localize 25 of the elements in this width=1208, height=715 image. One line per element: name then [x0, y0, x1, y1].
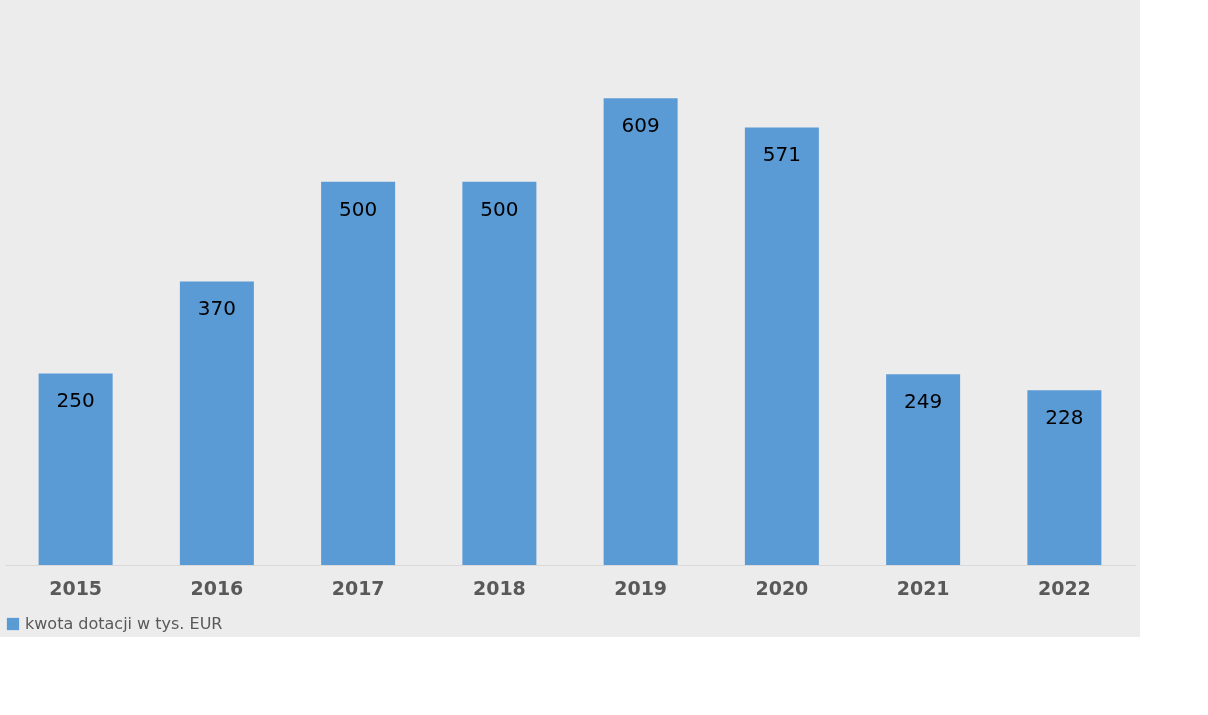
x-tick-label: 2021	[896, 576, 950, 599]
data-label: 500	[339, 196, 378, 221]
bar	[603, 98, 678, 565]
data-label: 609	[621, 113, 660, 138]
bar	[744, 127, 819, 565]
x-tick-label: 2022	[1037, 576, 1091, 599]
x-tick-label: 2018	[472, 576, 526, 599]
bar	[38, 373, 113, 565]
data-label: 250	[56, 388, 95, 413]
bar	[462, 181, 537, 565]
data-label: 370	[197, 296, 236, 321]
legend-label: kwota dotacji w tys. EUR	[25, 614, 223, 633]
data-label: 571	[762, 142, 801, 167]
data-label: 500	[480, 196, 519, 221]
x-tick-label: 2020	[755, 576, 809, 599]
bar	[321, 181, 396, 565]
x-tick-label: 2019	[614, 576, 668, 599]
bar	[886, 374, 961, 565]
x-tick-label: 2016	[190, 576, 244, 599]
bar	[179, 281, 254, 565]
x-tick-label: 2015	[49, 576, 103, 599]
data-label: 228	[1045, 405, 1084, 430]
x-tick-label: 2017	[331, 576, 385, 599]
data-label: 249	[904, 389, 943, 414]
bar	[1027, 390, 1102, 565]
